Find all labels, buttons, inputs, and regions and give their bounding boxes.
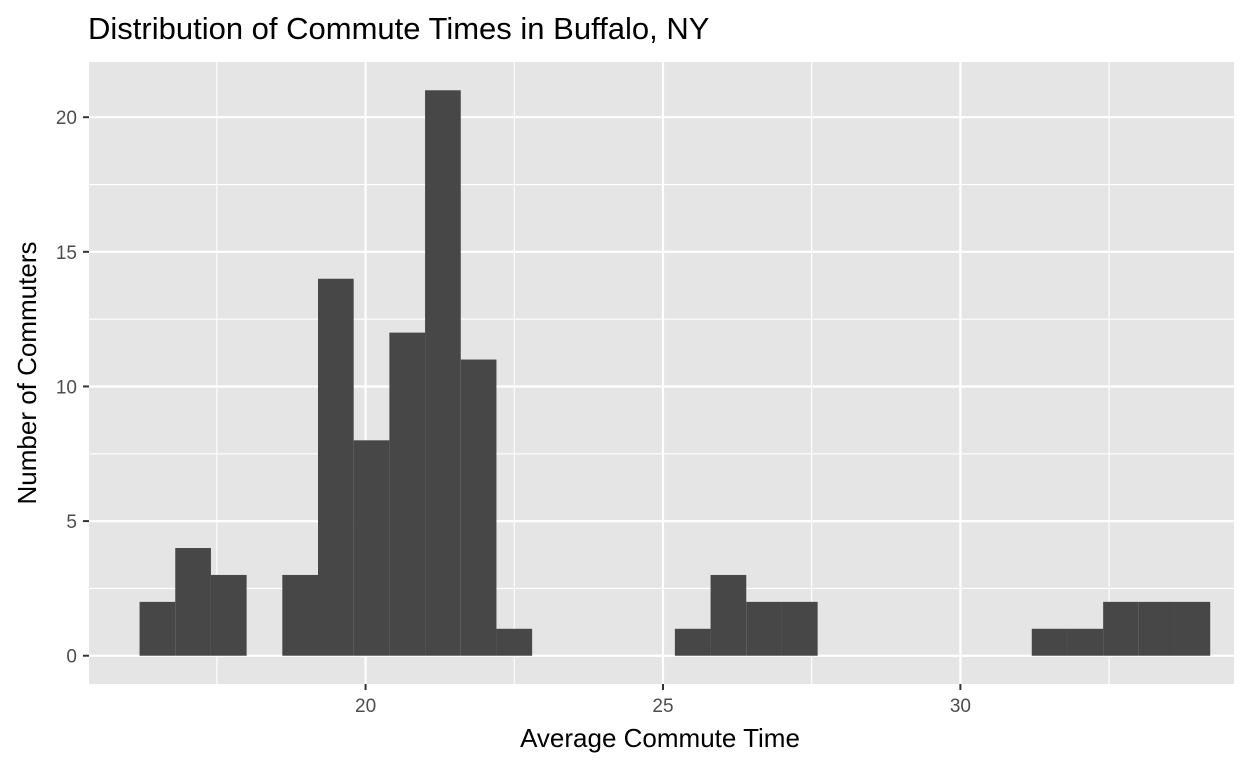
histogram-bar — [1174, 601, 1211, 656]
histogram-bar — [1138, 601, 1175, 656]
histogram-bar — [282, 574, 318, 656]
histogram-bar — [674, 628, 711, 656]
histogram-bars — [139, 90, 1211, 656]
histogram-bar — [425, 90, 461, 656]
y-tick-label: 5 — [66, 512, 77, 533]
x-axis: 20 25 30 — [355, 684, 971, 717]
histogram-bar — [353, 440, 390, 656]
y-tick-label: 15 — [56, 243, 77, 264]
major-gridlines — [89, 62, 1234, 684]
histogram-bar — [460, 359, 497, 656]
histogram-bar — [710, 574, 747, 656]
x-tick-label: 30 — [950, 696, 971, 717]
histogram-bar — [496, 628, 533, 656]
histogram-bar — [318, 278, 354, 656]
y-tick-label: 10 — [56, 377, 77, 398]
y-tick-label: 20 — [56, 108, 77, 129]
y-tick-label: 0 — [66, 647, 77, 668]
histogram-bar — [1067, 628, 1104, 656]
histogram-bar — [210, 574, 247, 656]
minor-gridlines — [89, 62, 1234, 684]
histogram-bar — [175, 548, 211, 656]
histogram-bar — [1031, 628, 1068, 656]
y-axis-title: Number of Commuters — [12, 242, 42, 505]
histogram-bar — [389, 332, 426, 656]
histogram-bar — [139, 601, 176, 656]
chart-title: Distribution of Commute Times in Buffalo… — [88, 11, 709, 46]
x-tick-label: 25 — [652, 696, 673, 717]
x-axis-title: Average Commute Time — [520, 723, 800, 753]
histogram-bar — [1103, 601, 1139, 656]
histogram-bar — [781, 601, 818, 656]
histogram-bar — [746, 601, 782, 656]
plot-panel — [89, 62, 1234, 684]
y-axis: 0 5 10 15 20 — [56, 108, 89, 668]
x-tick-label: 20 — [355, 696, 376, 717]
